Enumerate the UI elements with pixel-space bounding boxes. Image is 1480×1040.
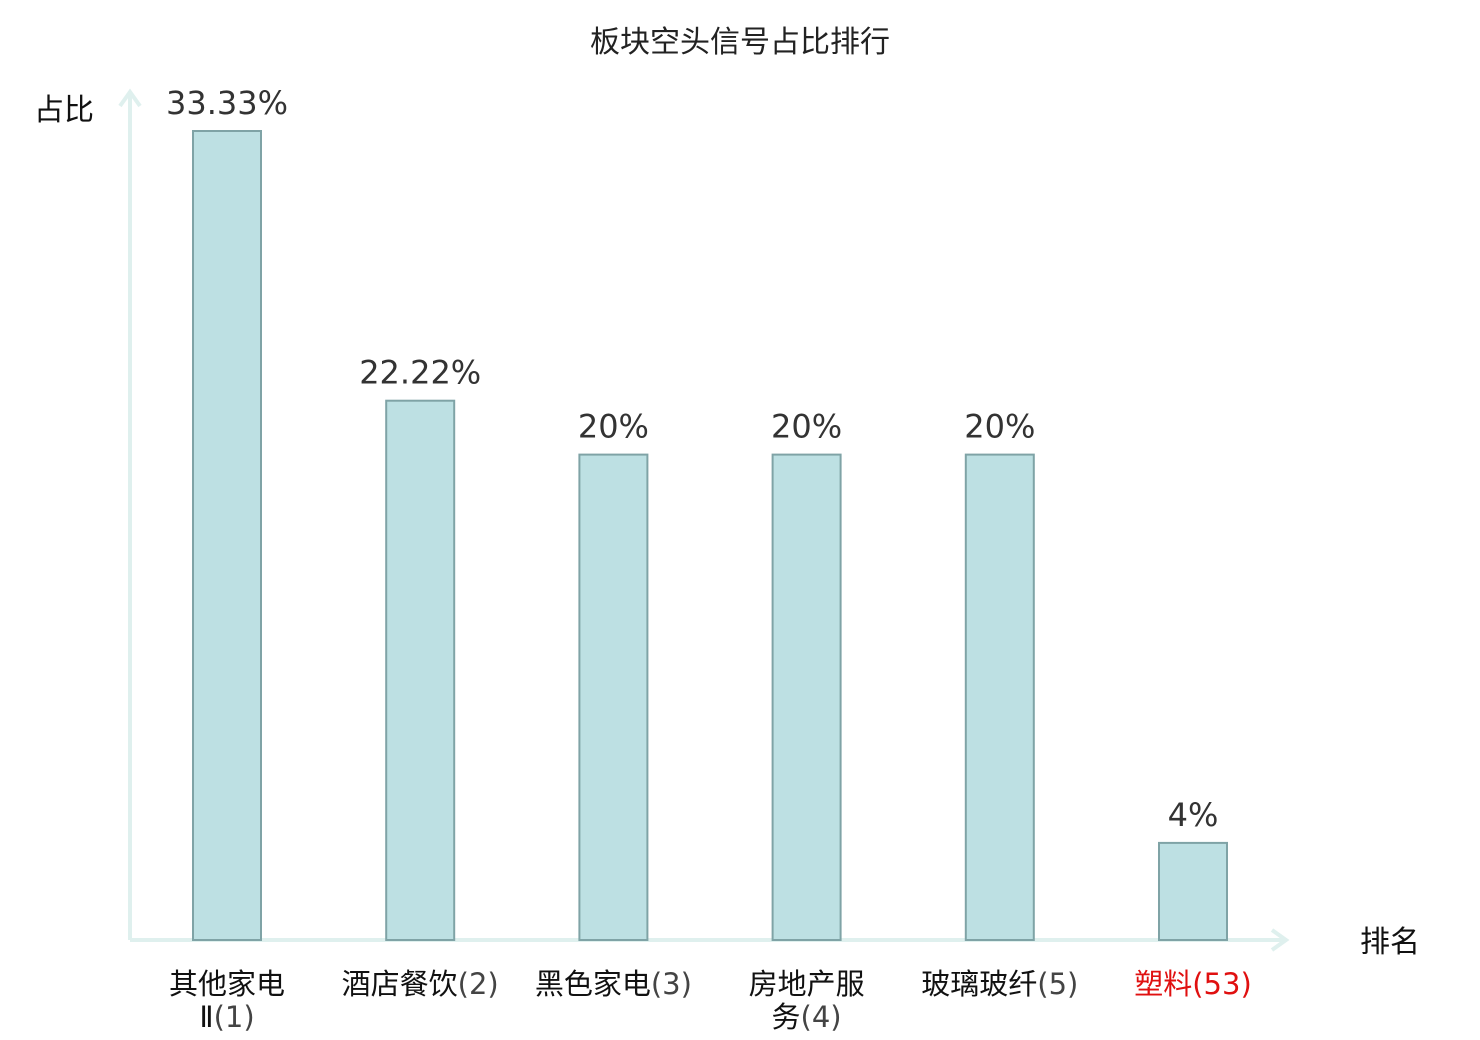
value-label-3: 20% [578,408,649,446]
bar-6 [1158,841,1228,942]
x-axis-label: 排名 [1360,925,1420,960]
bar-1 [192,130,262,941]
y-axis: 占比 [34,88,142,940]
bar-2 [385,399,456,941]
bar-3 [578,453,649,941]
value-label-5: 20% [964,408,1035,446]
x-axis-arrow-icon [1270,928,1290,952]
x-tick-label-6: 塑料(53) [1134,967,1252,1001]
x-axis: 排名 [130,925,1420,960]
x-tick-label-3: 黑色家电(3) [535,967,692,1001]
x-tick-label-2: 酒店餐饮(2) [342,967,499,1001]
y-axis-label: 占比 [34,93,94,128]
value-labels-group: 33.33% 22.22% 20% 20% 20% 4% [166,84,1218,834]
value-label-2: 22.22% [359,354,481,392]
x-tick-label-1: 其他家电 Ⅱ(1) [169,967,285,1034]
x-tick-labels-group: 其他家电 Ⅱ(1) 酒店餐饮(2) 黑色家电(3) 房地产服务(4) 玻璃玻纤(5) 塑料(… [169,967,1252,1034]
bar-4 [771,453,842,941]
value-label-1: 33.33% [166,84,288,122]
x-tick-label-5: 玻璃玻纤(5) [921,967,1078,1001]
bars-group [192,130,1228,942]
value-label-4: 20% [771,408,842,446]
bar-5 [964,453,1035,941]
y-axis-arrow-icon [118,88,142,108]
chart-title: 板块空头信号占比排行 [590,25,890,60]
value-label-6: 4% [1168,796,1219,834]
x-tick-label-4: 房地产服务(4) [749,967,865,1034]
